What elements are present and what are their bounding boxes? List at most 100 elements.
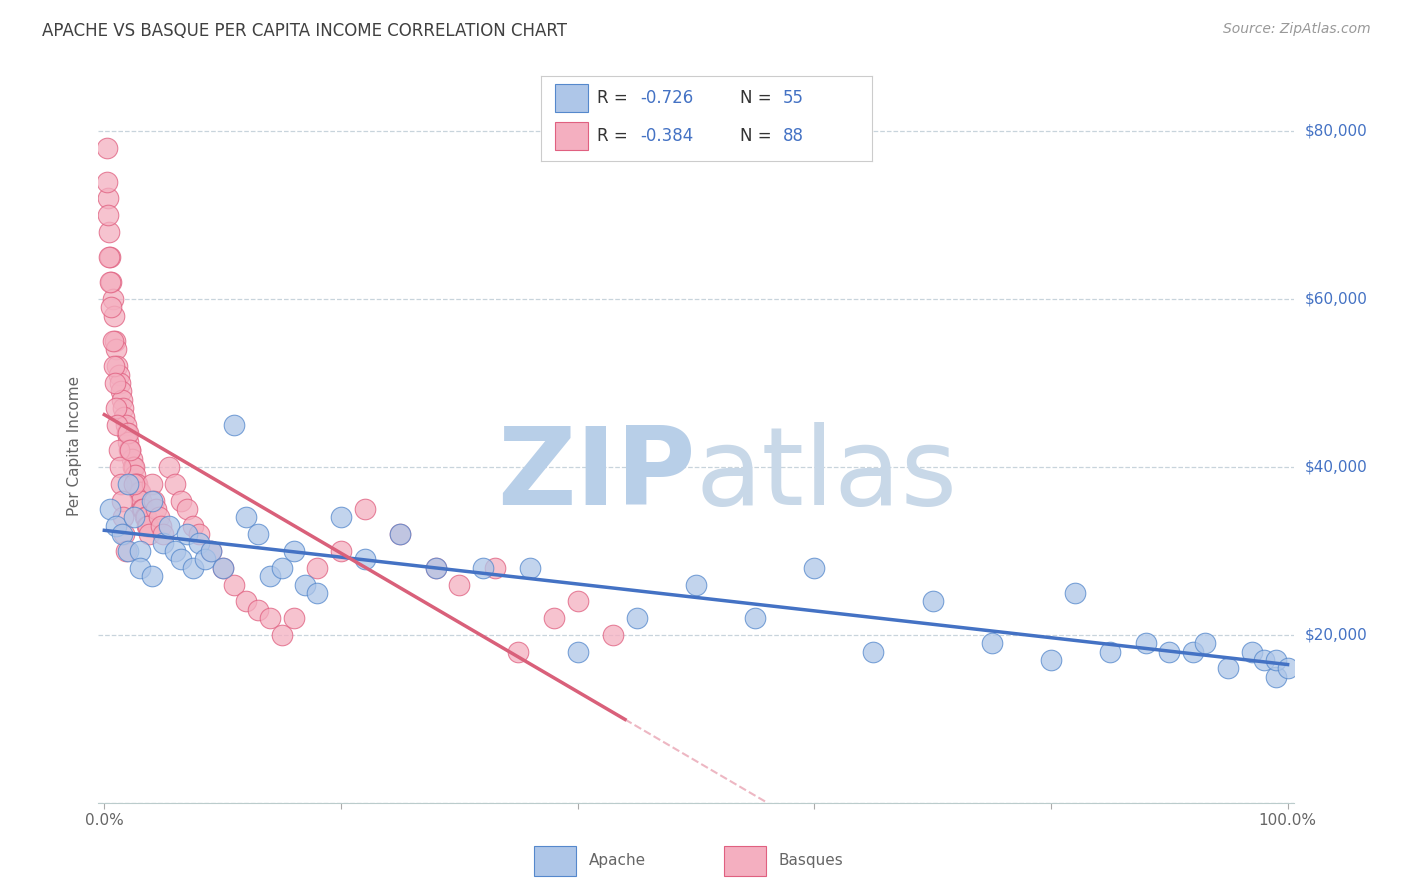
Point — [125, 476, 148, 491]
Point — [508, 645, 530, 659]
Point — [176, 502, 198, 516]
Point — [117, 434, 139, 449]
Point — [141, 569, 163, 583]
Point — [136, 518, 159, 533]
Point — [122, 460, 145, 475]
Text: N =: N = — [740, 127, 776, 145]
Point — [157, 518, 180, 533]
Text: Basques: Basques — [779, 854, 844, 868]
Text: ZIP: ZIP — [498, 422, 696, 527]
Point — [105, 518, 128, 533]
Text: R =: R = — [598, 127, 634, 145]
Point — [247, 603, 270, 617]
Point — [97, 191, 120, 205]
Point — [150, 518, 173, 533]
Point — [1218, 661, 1240, 675]
Point — [1039, 653, 1062, 667]
Point — [472, 560, 495, 574]
Point — [135, 510, 157, 524]
Point — [1099, 645, 1122, 659]
Text: 55: 55 — [783, 89, 803, 107]
Point — [141, 476, 163, 491]
Point — [484, 560, 506, 574]
Point — [101, 292, 124, 306]
Point — [194, 552, 217, 566]
Point — [97, 208, 120, 222]
Point — [114, 527, 136, 541]
Point — [132, 502, 155, 516]
Point — [1264, 653, 1286, 667]
Point — [803, 560, 825, 574]
Point — [107, 443, 129, 458]
Point — [567, 645, 589, 659]
Point — [330, 510, 353, 524]
Point — [120, 443, 142, 458]
Point — [235, 510, 257, 524]
Point — [170, 493, 193, 508]
Point — [685, 577, 707, 591]
Point — [862, 645, 884, 659]
Point — [188, 535, 211, 549]
Point — [108, 460, 131, 475]
Point — [602, 628, 624, 642]
Point — [98, 250, 121, 264]
Text: R =: R = — [598, 89, 634, 107]
Point — [143, 493, 166, 508]
Point — [626, 611, 648, 625]
Point — [134, 510, 156, 524]
Point — [118, 443, 141, 458]
Point — [181, 560, 204, 574]
Point — [449, 577, 471, 591]
Point — [389, 527, 412, 541]
Point — [98, 250, 121, 264]
Y-axis label: Per Capita Income: Per Capita Income — [67, 376, 83, 516]
Point — [181, 518, 204, 533]
Point — [128, 485, 150, 500]
Point — [111, 527, 134, 541]
Point — [136, 518, 159, 533]
Point — [117, 476, 139, 491]
Point — [307, 560, 329, 574]
Point — [117, 544, 139, 558]
Point — [129, 493, 152, 508]
Text: APACHE VS BASQUE PER CAPITA INCOME CORRELATION CHART: APACHE VS BASQUE PER CAPITA INCOME CORRE… — [42, 22, 567, 40]
Point — [115, 426, 138, 441]
Point — [307, 586, 329, 600]
Point — [128, 560, 150, 574]
Point — [128, 485, 150, 500]
Point — [283, 611, 305, 625]
Point — [98, 225, 121, 239]
Text: atlas: atlas — [696, 422, 957, 527]
Point — [152, 527, 174, 541]
Point — [1135, 636, 1157, 650]
Point — [120, 443, 142, 458]
Point — [117, 426, 139, 441]
Point — [921, 594, 943, 608]
Text: Source: ZipAtlas.com: Source: ZipAtlas.com — [1223, 22, 1371, 37]
Point — [165, 544, 187, 558]
Point — [224, 577, 246, 591]
Point — [124, 468, 146, 483]
Point — [170, 552, 193, 566]
Point — [111, 392, 134, 407]
Point — [330, 544, 353, 558]
Point — [425, 560, 447, 574]
Point — [145, 502, 167, 516]
Point — [103, 359, 125, 374]
Point — [114, 544, 136, 558]
Point — [112, 510, 135, 524]
Point — [105, 343, 128, 357]
Point — [131, 502, 153, 516]
Point — [259, 569, 281, 583]
Point — [98, 502, 121, 516]
Point — [188, 527, 211, 541]
FancyBboxPatch shape — [554, 85, 588, 112]
Text: N =: N = — [740, 89, 776, 107]
Point — [112, 401, 135, 416]
Point — [111, 493, 134, 508]
Point — [425, 560, 447, 574]
Point — [121, 460, 143, 475]
Point — [138, 527, 160, 541]
Point — [105, 417, 128, 432]
Point — [1253, 653, 1275, 667]
